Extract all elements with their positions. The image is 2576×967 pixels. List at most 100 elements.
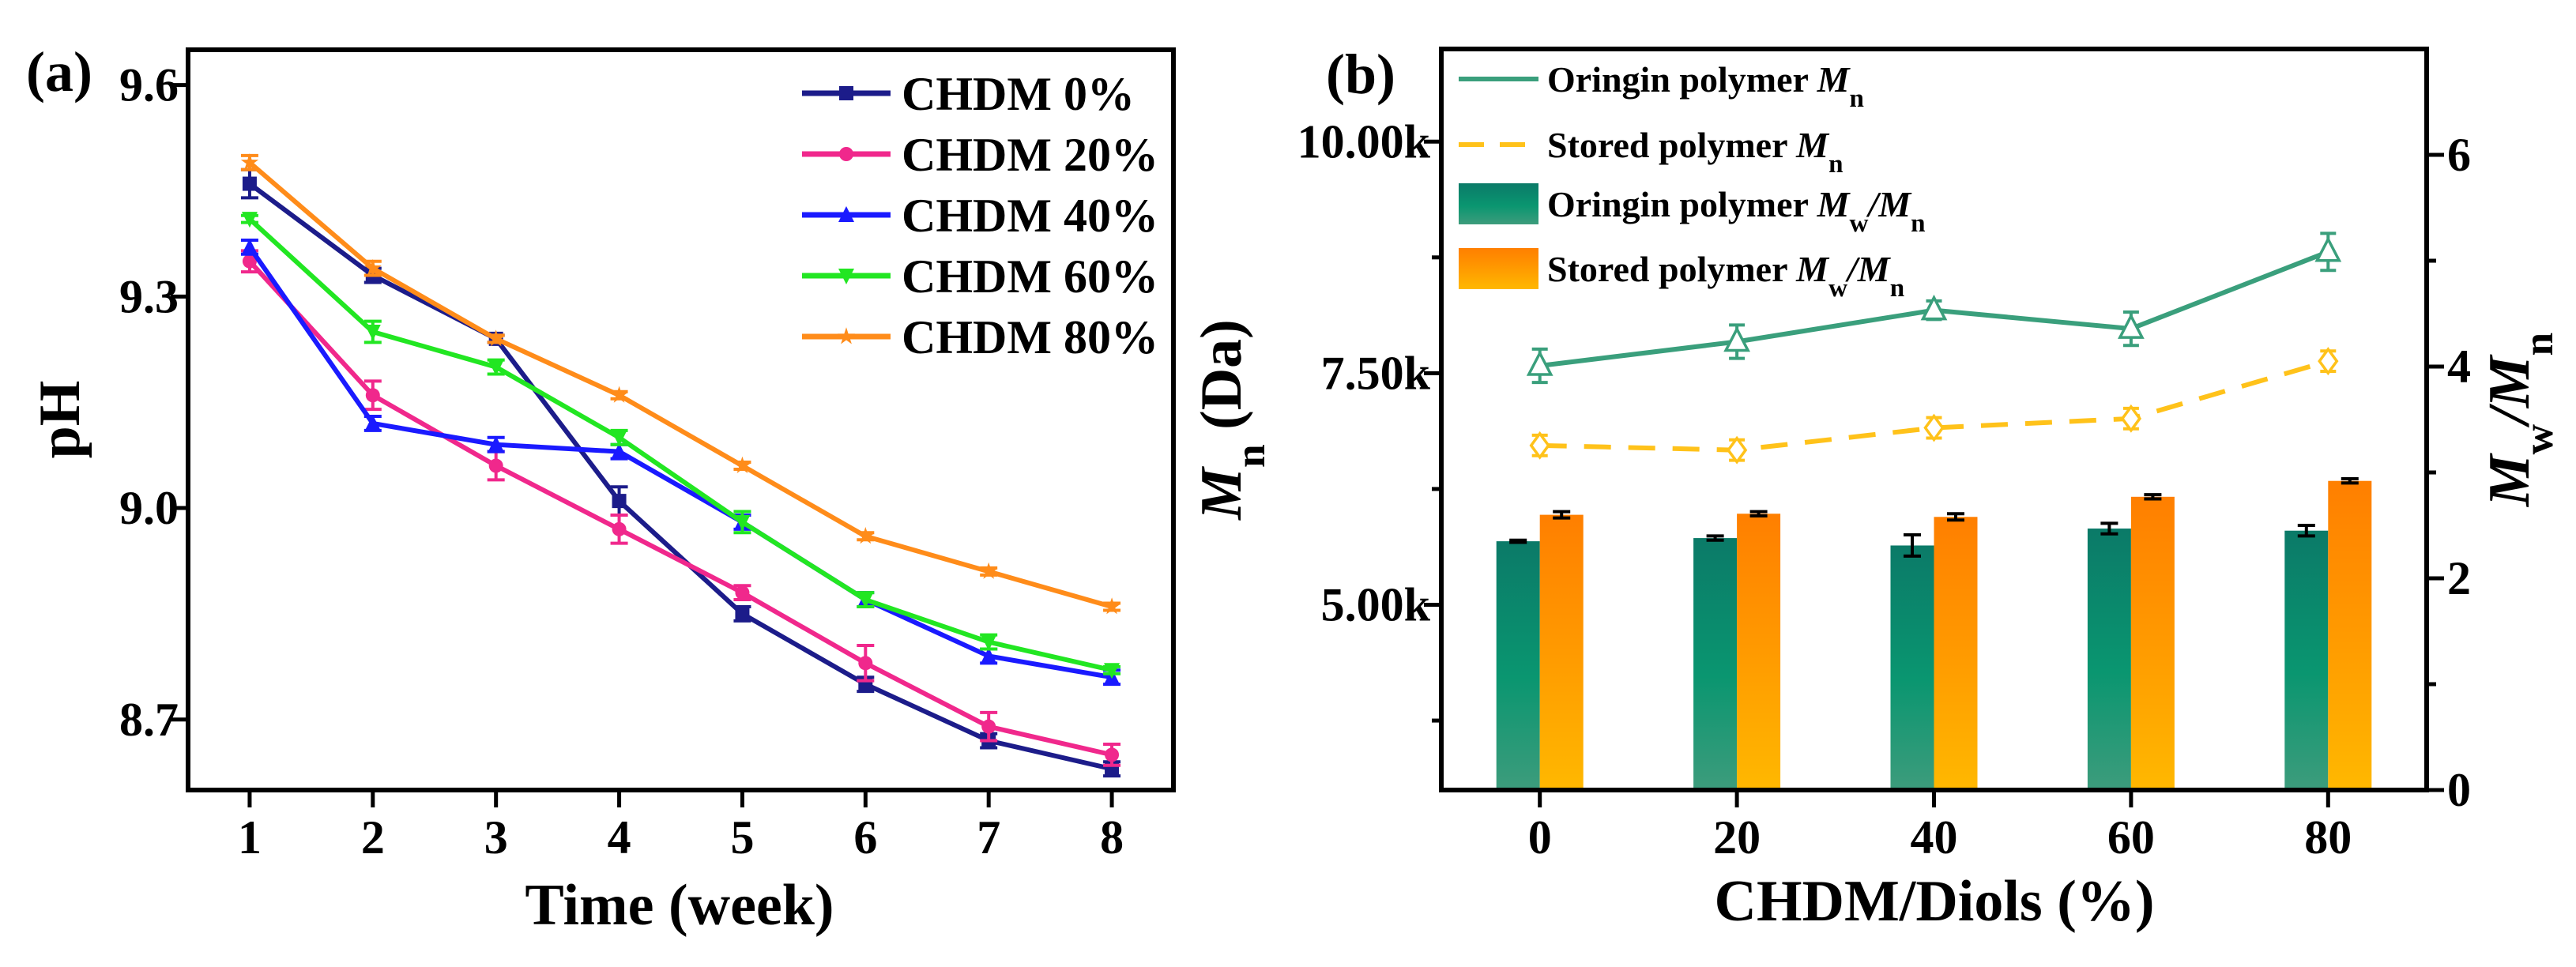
data-point xyxy=(2318,347,2339,376)
bar xyxy=(1539,514,1584,790)
data-point xyxy=(981,647,997,664)
data-point xyxy=(488,359,504,376)
data-point xyxy=(2314,235,2342,262)
legend-item: Oringin polymer Mw/Mn xyxy=(1459,183,1926,238)
bar xyxy=(1496,541,1540,790)
legend-swatch xyxy=(1459,248,1538,289)
right-y-tick-label: 4 xyxy=(2447,341,2471,393)
data-point xyxy=(857,527,875,544)
panel-a: 1 2 3 4 5 6 7 8 8.7 9.0 9.3 9.6 (a) Time (week) pH CHDM… xyxy=(26,40,1176,938)
bar xyxy=(1890,545,1934,790)
panel-label: (b) xyxy=(1326,43,1395,106)
series-line xyxy=(248,182,1113,772)
data-point xyxy=(487,329,505,347)
legend-label: CHDM 40% xyxy=(902,190,1158,242)
data-point xyxy=(1105,747,1120,762)
x-tick-label: 6 xyxy=(853,811,877,864)
bar xyxy=(2087,529,2131,790)
x-tick-label: 3 xyxy=(484,811,508,864)
data-point xyxy=(242,176,257,191)
legend-label: CHDM 20% xyxy=(902,129,1158,181)
legend-marker xyxy=(839,147,853,161)
bar xyxy=(2328,480,2372,790)
data-point xyxy=(735,606,750,621)
legend-marker xyxy=(837,327,856,344)
series-line xyxy=(247,160,1113,609)
data-point xyxy=(242,254,257,269)
legend-item: CHDM 40% xyxy=(802,190,1158,242)
data-point xyxy=(241,238,258,254)
legend-item: Stored polymer Mw/Mn xyxy=(1459,248,1904,303)
legend-label: Stored polymer Mw/Mn xyxy=(1547,249,1904,303)
plot-frame xyxy=(1439,47,2429,792)
x-tick-label: 7 xyxy=(977,811,1000,864)
x-tick-label: 20 xyxy=(1713,811,1761,864)
legend-item: Stored polymer Mn xyxy=(1459,125,1843,179)
plot-frame xyxy=(186,47,1176,792)
right-y-axis-label: Mw/Mn xyxy=(2477,333,2562,507)
x-tick-label: 1 xyxy=(238,811,262,864)
data-point xyxy=(858,656,873,671)
x-tick-label: 60 xyxy=(2107,811,2155,864)
data-point xyxy=(611,442,627,459)
x-axis-label: CHDM/Diols (%) xyxy=(1715,869,2155,934)
left-y-tick-label: 10.00k xyxy=(1297,115,1431,167)
right-y-tick-label: 6 xyxy=(2447,129,2471,181)
data-point xyxy=(1923,413,1945,442)
bar-series-1 xyxy=(1539,477,2372,790)
legend-label: CHDM 0% xyxy=(902,68,1135,120)
data-point xyxy=(364,414,381,431)
series-3 xyxy=(240,212,1121,679)
legend-label: CHDM 80% xyxy=(902,311,1158,363)
data-point xyxy=(1723,325,1750,352)
right-y-tick-label: 2 xyxy=(2447,552,2471,604)
right-y-tick-label: 0 xyxy=(2447,764,2471,816)
data-point xyxy=(981,634,997,651)
data-point xyxy=(2118,313,2145,339)
legend-marker xyxy=(839,86,853,100)
data-point xyxy=(488,435,504,452)
data-point xyxy=(1920,294,1948,321)
line-series-0 xyxy=(1526,231,2342,385)
legend-item: CHDM 80% xyxy=(802,311,1158,363)
bar xyxy=(2284,530,2329,790)
legend-label: Oringin polymer Mw/Mn xyxy=(1547,184,1926,238)
x-axis-label: Time (week) xyxy=(525,873,834,938)
data-point xyxy=(1102,597,1121,615)
legend-marker xyxy=(838,269,854,284)
panel-label: (a) xyxy=(26,40,92,103)
legend-label: Stored polymer Mn xyxy=(1547,125,1843,179)
legend-swatch xyxy=(1459,183,1538,224)
series-4 xyxy=(240,153,1121,615)
bar xyxy=(1693,538,1738,790)
data-point xyxy=(1726,435,1748,465)
data-point xyxy=(1529,431,1550,460)
series-line xyxy=(247,259,1113,758)
data-point xyxy=(610,386,628,403)
series-line xyxy=(247,216,1113,673)
x-tick-label: 80 xyxy=(2304,811,2352,864)
series-line xyxy=(247,246,1113,680)
x-tick-label: 5 xyxy=(730,811,754,864)
bar-series-0 xyxy=(1496,521,2329,790)
data-point xyxy=(364,324,381,341)
y-tick-label: 9.0 xyxy=(119,482,179,534)
legend-label: CHDM 60% xyxy=(902,250,1158,303)
data-point xyxy=(735,585,750,600)
legend-item: Oringin polymer Mn xyxy=(1459,59,1864,113)
data-point xyxy=(980,562,998,579)
x-tick-label: 8 xyxy=(1100,811,1124,864)
data-point xyxy=(733,456,751,473)
data-point xyxy=(612,521,627,536)
legend-marker xyxy=(838,206,854,222)
x-tick-label: 0 xyxy=(1528,811,1552,864)
data-point xyxy=(1104,663,1120,679)
bar xyxy=(2130,496,2175,790)
bar xyxy=(1934,517,1978,790)
y-tick-label: 9.6 xyxy=(119,59,179,111)
data-point xyxy=(365,388,380,403)
line-series-1 xyxy=(1529,347,2339,465)
data-point xyxy=(611,430,627,446)
data-point xyxy=(240,153,259,171)
